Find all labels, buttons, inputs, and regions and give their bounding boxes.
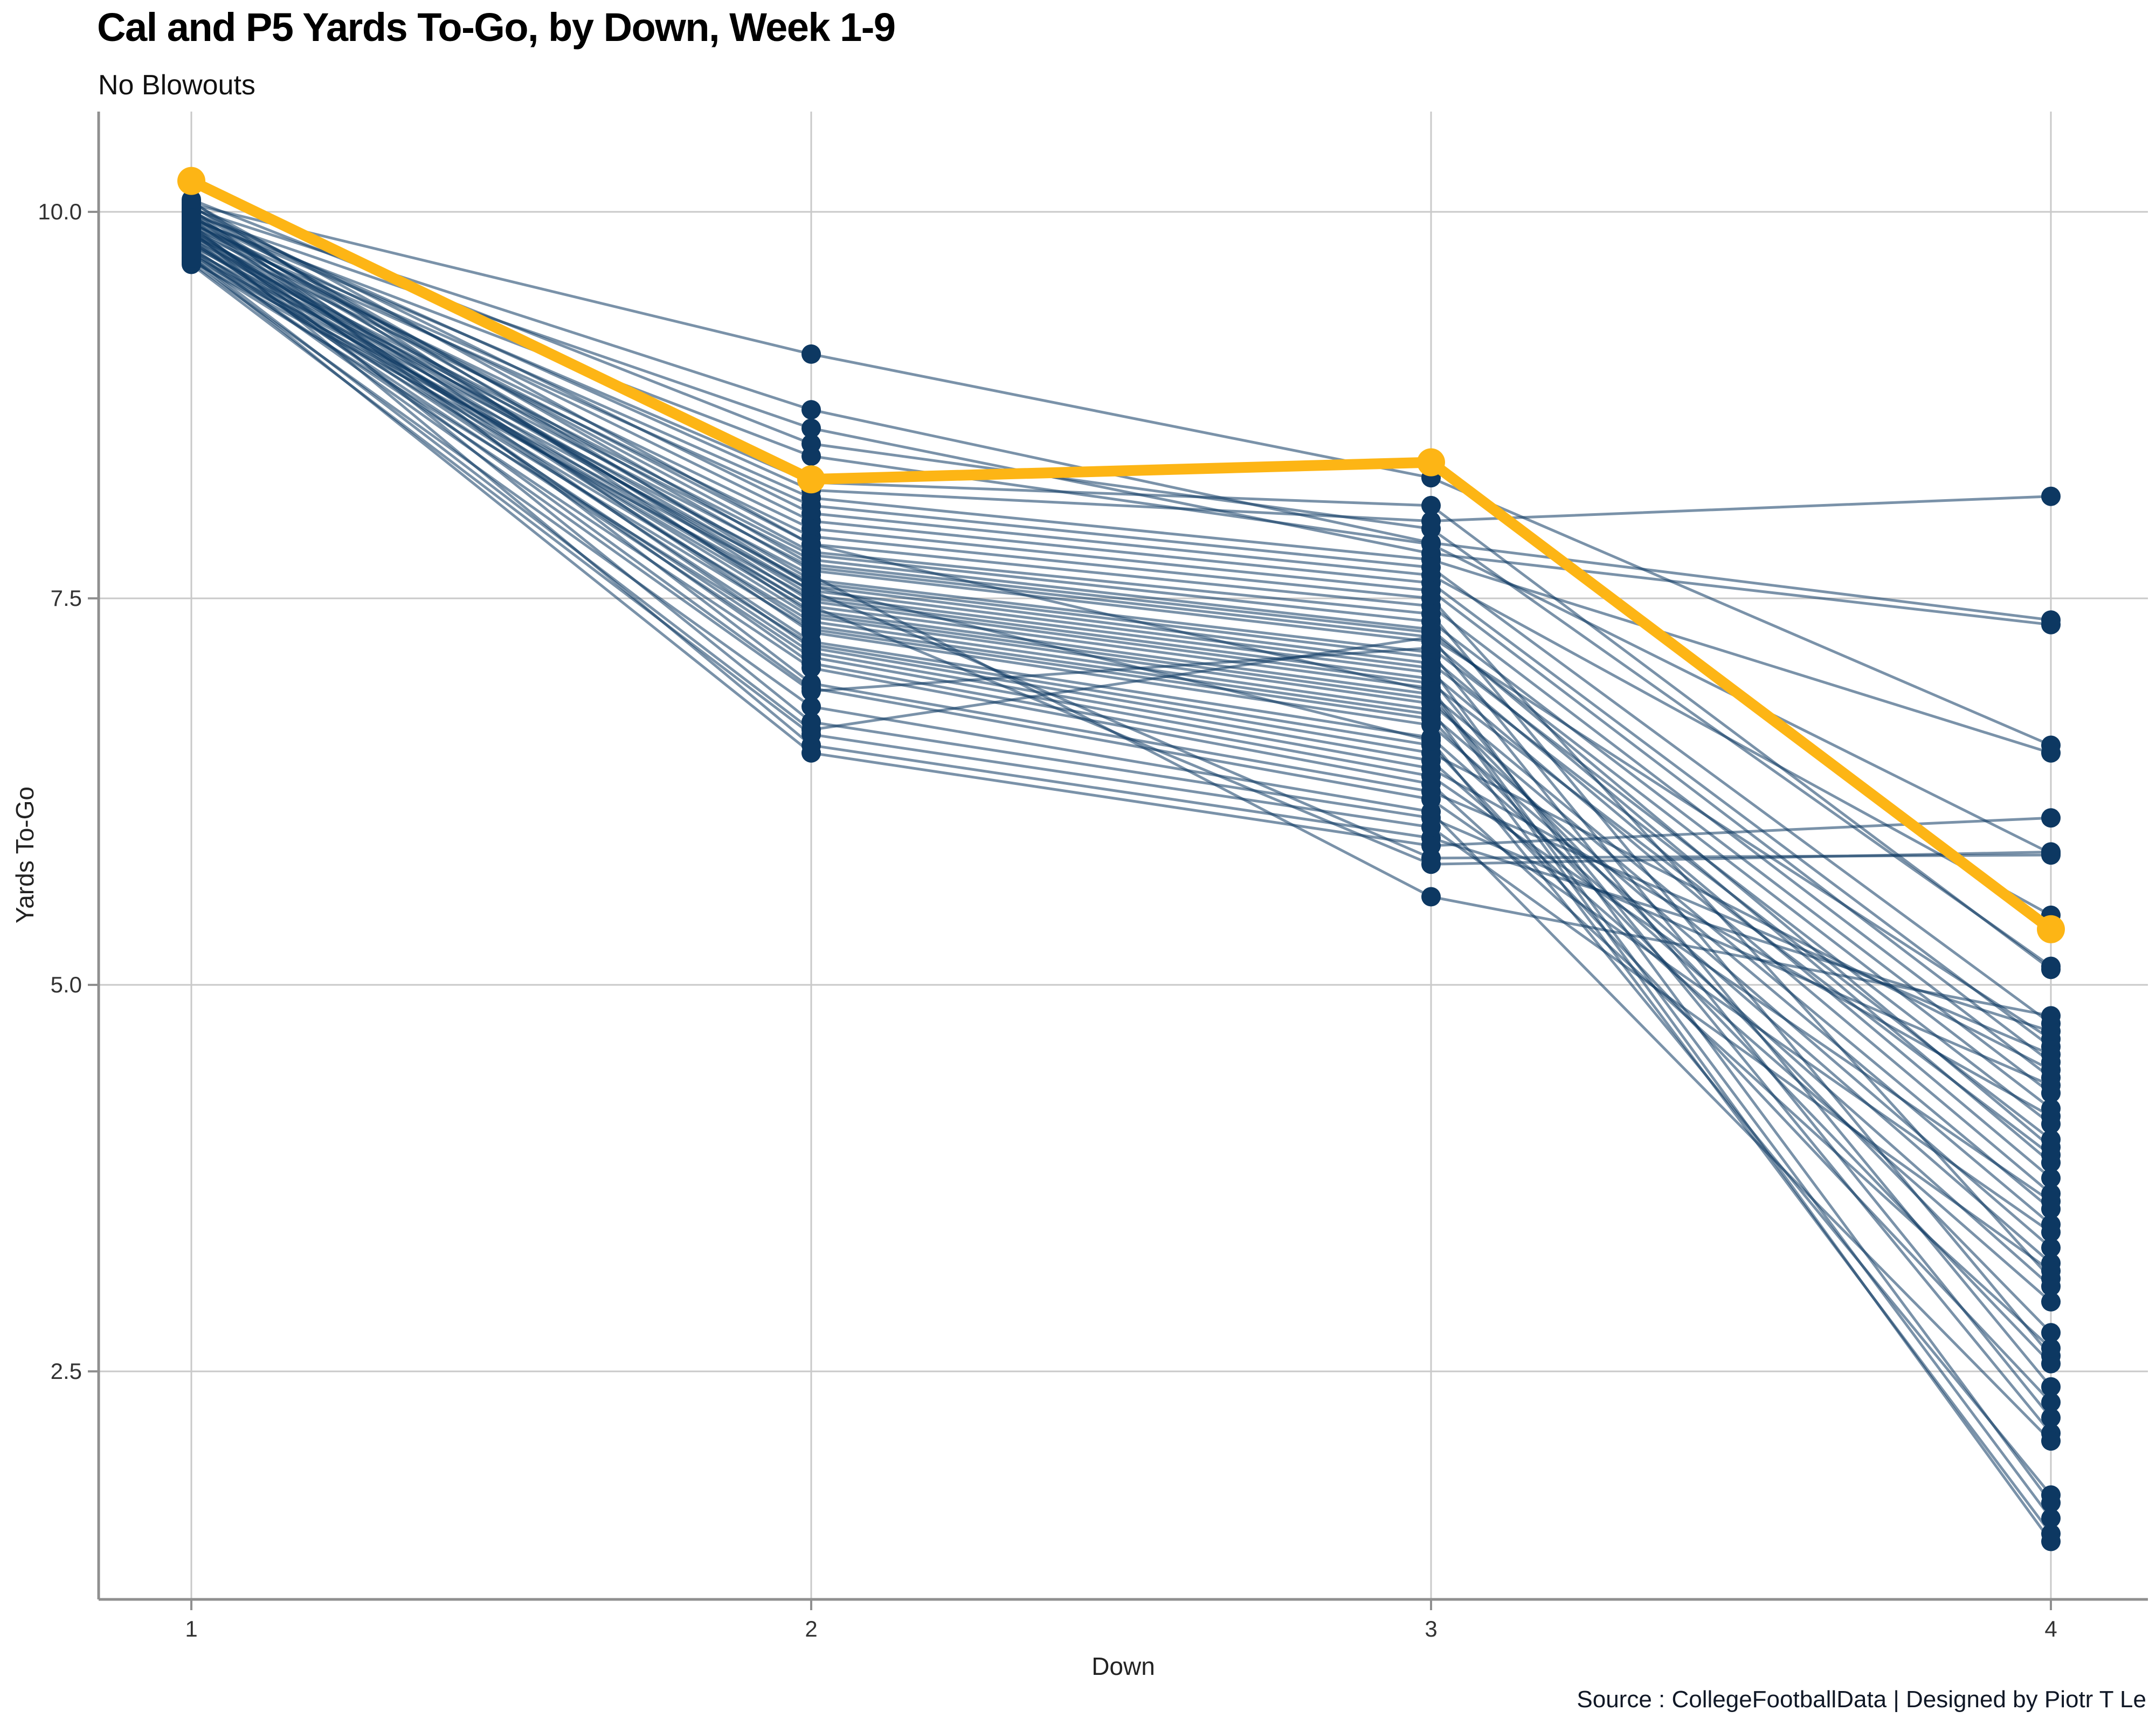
source-credit: Source : CollegeFootballData | Designed … — [1577, 1686, 2146, 1713]
chart-title: Cal and P5 Yards To-Go, by Down, Week 1-… — [97, 5, 896, 50]
x-axis-tick-4: 4 — [2044, 1616, 2057, 1641]
y-axis-tick-7-5: 7.5 — [50, 585, 82, 611]
y-axis-tick-2-5: 2.5 — [50, 1358, 82, 1384]
chart-subtitle: No Blowouts — [98, 70, 255, 101]
y-axis-title: Yards To-Go — [11, 786, 39, 923]
x-axis-title: Down — [1091, 1652, 1155, 1680]
y-axis-tick-5: 5.0 — [50, 972, 82, 997]
x-axis-tick-1: 1 — [185, 1616, 198, 1641]
y-axis-tick-10: 10.0 — [38, 199, 82, 224]
x-axis-tick-3: 3 — [1425, 1616, 1438, 1641]
x-axis-tick-2: 2 — [805, 1616, 818, 1641]
